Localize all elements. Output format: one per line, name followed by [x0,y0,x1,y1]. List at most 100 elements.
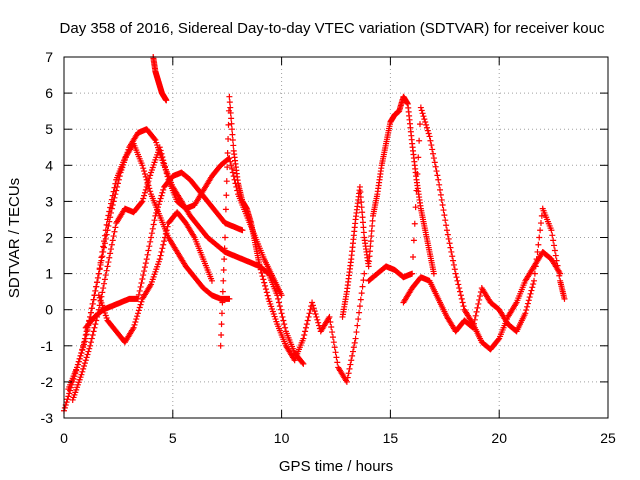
data-point [360,229,367,236]
data-point [101,244,108,251]
data-point [538,212,545,219]
data-point [313,313,320,320]
data-point [355,316,362,323]
data-point [352,335,359,342]
data-point [344,374,351,381]
data-point [137,283,144,290]
data-point [161,163,168,170]
data-point [369,222,376,229]
data-point [227,158,234,165]
data-point [157,147,164,154]
data-point [163,227,170,234]
data-point [530,281,537,288]
y-tick-label: 0 [45,302,53,318]
data-point [536,234,543,241]
x-tick-label: 0 [60,430,68,446]
data-point [439,202,446,209]
data-point [97,261,104,268]
data-point [114,180,121,187]
series-sat-j [400,205,568,335]
data-point [226,93,233,100]
data-point [159,189,166,196]
data-point [526,294,533,301]
data-point [160,186,167,193]
x-tick-label: 5 [169,430,177,446]
data-point [438,196,445,203]
data-point [81,338,88,345]
data-point [529,284,536,291]
data-point [258,269,265,276]
data-point [329,329,336,336]
data-point [454,277,461,284]
data-point [314,316,321,323]
data-point [436,181,443,188]
data-point [101,280,108,287]
data-point [226,295,233,302]
data-point [433,168,440,175]
data-point [446,240,453,247]
data-point [423,121,430,128]
data-point [226,155,233,162]
data-point [239,227,246,234]
data-point [417,104,424,111]
data-point [104,263,111,270]
data-point [222,206,229,213]
series-sat-i [365,104,564,353]
data-point [132,318,139,325]
data-point [358,199,365,206]
data-point [554,262,561,269]
data-point [96,266,103,273]
data-point [116,173,123,180]
y-tick-label: 6 [45,85,53,101]
data-point [349,352,356,359]
data-point [257,266,264,273]
data-point [430,155,437,162]
data-point [223,178,230,185]
x-tick-label: 15 [383,430,399,446]
data-point [368,233,375,240]
data-point [301,331,308,338]
data-point [163,170,170,177]
data-point [418,107,425,114]
data-point [311,308,318,315]
data-point [82,335,89,342]
data-point [302,328,309,335]
data-point [156,256,163,263]
data-point [351,339,358,346]
data-point [226,99,233,106]
data-point [415,154,422,161]
data-point [421,116,428,123]
data-point [448,248,455,255]
data-point [225,135,232,142]
data-point [229,137,236,144]
data-point [277,306,284,313]
data-point [221,256,228,263]
data-point [130,324,137,331]
data-point [228,115,235,122]
data-point [162,166,169,173]
data-point [528,287,535,294]
data-point [108,209,115,216]
data-point [83,354,90,361]
data-point [360,277,367,284]
data-point [334,359,341,366]
x-axis-title: GPS time / hours [279,458,393,475]
data-point [135,291,142,298]
data-point [90,328,97,335]
data-point [450,257,457,264]
data-point [155,204,162,211]
y-tick-label: -3 [41,410,54,426]
series-layer [61,54,568,414]
data-point [87,309,94,316]
data-point [527,290,534,297]
data-point [164,173,171,180]
data-point [532,263,539,270]
data-point [227,104,234,111]
data-point [262,286,269,293]
data-point [147,172,154,179]
data-point [156,198,163,205]
data-point [164,223,171,230]
data-point [345,370,352,377]
data-point [223,192,230,199]
data-point [78,371,85,378]
